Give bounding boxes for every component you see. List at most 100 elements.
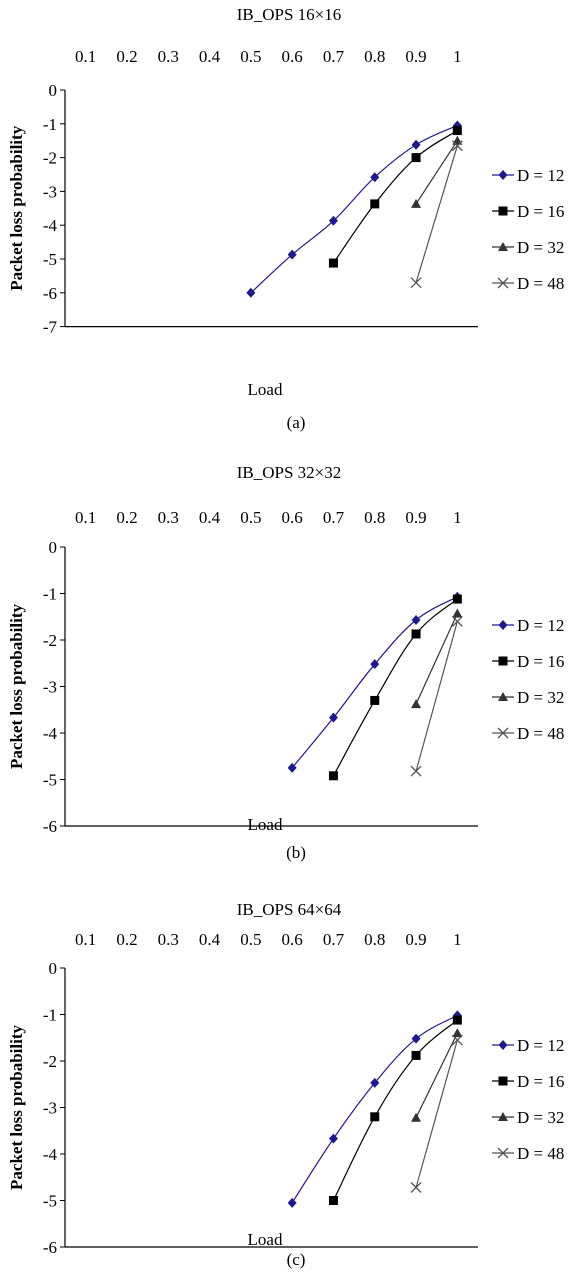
legend-item: D = 48 [492, 724, 564, 743]
data-point [452, 1015, 462, 1025]
figure-caption: (c) [287, 1250, 306, 1269]
x-tick-label: 0.1 [75, 47, 96, 66]
legend-label: D = 48 [517, 1144, 564, 1163]
legend-marker [498, 1040, 508, 1050]
y-axis-label: Packet loss probability [7, 604, 26, 769]
series-line [332, 1019, 458, 1201]
legend-marker [498, 206, 508, 216]
legend-marker [497, 277, 509, 289]
x-tick-label: 0.6 [282, 508, 303, 527]
chart-panel-1: IB_OPS 16×16 0.1 0.2 0.3 0.4 0.5 0.6 0.7 0.8 0.9 1… [7, 5, 564, 432]
data-point [287, 249, 297, 260]
data-point [451, 1034, 463, 1046]
data-point [328, 1196, 338, 1205]
x-tick-label: 0.2 [116, 930, 137, 949]
x-tick-label: 0.4 [199, 508, 221, 527]
legend-marker [498, 620, 508, 630]
legend-marker [498, 242, 508, 251]
chart-title: IB_OPS 32×32 [237, 463, 342, 482]
legend-marker [498, 656, 508, 666]
y-tick-label: -6 [43, 284, 57, 303]
y-tick-label: -1 [43, 1006, 57, 1025]
series-line [415, 621, 458, 772]
figure-caption: (a) [287, 413, 306, 432]
data-point [411, 615, 421, 626]
x-tick-label: 0.5 [240, 47, 261, 66]
y-tick-label: -4 [43, 216, 58, 235]
x-axis-label: Load [248, 1230, 283, 1249]
x-tick-label: 0.5 [240, 930, 261, 949]
series-line [415, 1039, 458, 1188]
legend-label: D = 32 [517, 238, 564, 257]
y-axis-label: Packet loss probability [7, 125, 26, 290]
data-point [411, 629, 421, 639]
data-point-stroke-b [451, 1034, 463, 1046]
data-point-stroke-b [410, 765, 422, 777]
x-tick-label: 1 [453, 47, 462, 66]
y-tick-label: -1 [43, 115, 57, 134]
x-tick-label: 0.8 [364, 508, 385, 527]
x-tick-label: 0.3 [158, 508, 179, 527]
x-tick-label: 0.7 [323, 47, 345, 66]
series-line [332, 598, 458, 777]
data-point [411, 139, 421, 150]
x-tick-label: 0.1 [75, 508, 96, 527]
series-d32 [411, 1028, 463, 1122]
data-point [410, 277, 422, 289]
data-point [328, 215, 338, 226]
x-tick-label: 0.2 [116, 47, 137, 66]
legend-marker-stroke-b [497, 1147, 509, 1159]
legend-marker [497, 727, 509, 739]
series-d12 [246, 120, 462, 298]
legend-label: D = 48 [517, 274, 564, 293]
data-point [370, 199, 380, 209]
data-point [370, 1112, 380, 1122]
data-point-stroke-b [451, 140, 463, 152]
series-d48 [410, 140, 463, 289]
x-tick-label: 1 [453, 930, 462, 949]
data-point [328, 771, 338, 781]
data-point [452, 120, 462, 131]
data-point [452, 608, 463, 618]
x-tick-label: 0.3 [158, 47, 179, 66]
legend-marker [498, 692, 508, 701]
legend-item: D = 16 [492, 202, 564, 221]
data-point [328, 1133, 338, 1144]
data-point [411, 1112, 422, 1122]
y-tick-label: 0 [49, 538, 58, 557]
legend-marker [498, 1112, 508, 1121]
data-point [370, 172, 380, 183]
data-point [452, 594, 462, 604]
series-d12 [287, 1010, 462, 1208]
y-tick-label: 0 [49, 959, 58, 978]
legend-item: D = 16 [492, 1072, 564, 1091]
data-point-stroke-b [410, 1182, 422, 1193]
series-d12 [287, 591, 462, 773]
x-tick-label: 0.7 [323, 508, 345, 527]
legend-item: D = 48 [492, 274, 564, 293]
data-point [411, 1050, 421, 1060]
series-line [291, 596, 458, 769]
y-tick-label: -6 [43, 817, 57, 836]
y-tick-label: -3 [43, 1099, 57, 1118]
legend-item: D = 32 [492, 688, 564, 707]
legend-label: D = 48 [517, 724, 564, 743]
data-point [410, 765, 422, 777]
series-d48 [410, 1034, 463, 1193]
chart-title: IB_OPS 64×64 [237, 900, 342, 919]
x-tick-label: 0.1 [75, 930, 96, 949]
data-point [328, 712, 338, 723]
data-point [452, 126, 462, 136]
data-point [452, 135, 463, 145]
y-tick-label: 0 [49, 81, 58, 100]
data-point [246, 287, 256, 298]
data-point [452, 1028, 463, 1038]
x-tick-label: 0.8 [364, 930, 385, 949]
x-axis-label: Load [248, 380, 283, 399]
legend-item: D = 48 [492, 1144, 564, 1163]
legend-item: D = 32 [492, 1108, 564, 1127]
series-d16 [328, 126, 462, 268]
data-point-stroke-b [451, 615, 463, 627]
legend-item: D = 16 [492, 652, 564, 671]
figure-caption: (b) [286, 843, 306, 862]
